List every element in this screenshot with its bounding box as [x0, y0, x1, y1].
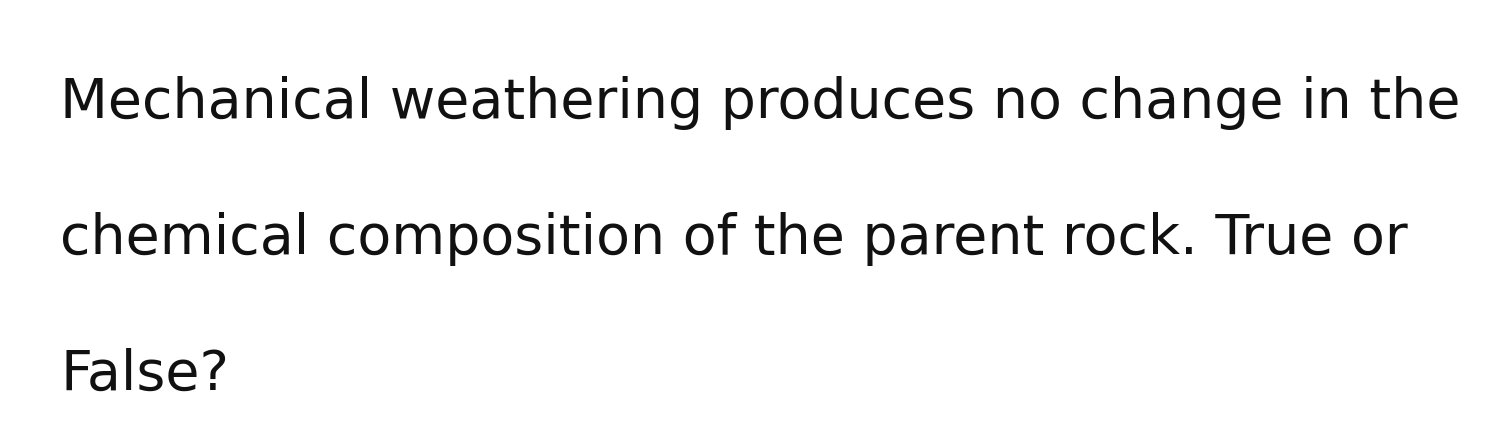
- Text: Mechanical weathering produces no change in the: Mechanical weathering produces no change…: [60, 76, 1461, 130]
- Text: chemical composition of the parent rock. True or: chemical composition of the parent rock.…: [60, 212, 1407, 266]
- Text: False?: False?: [60, 348, 229, 402]
